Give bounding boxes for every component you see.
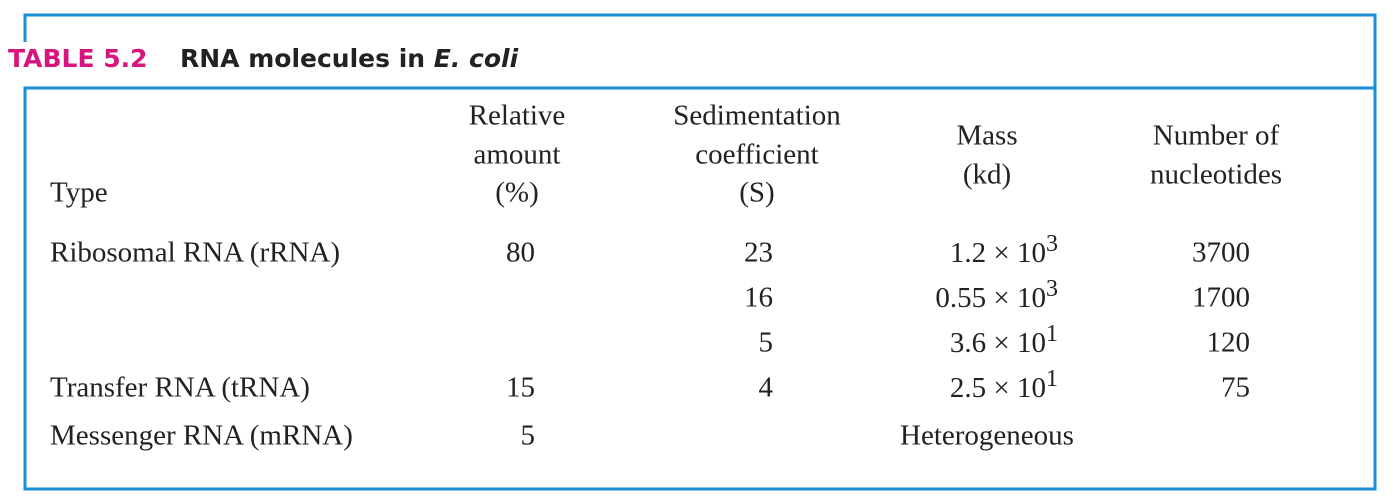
cell: 5 (521, 420, 536, 452)
mass-base: 0.55 × 10 (935, 282, 1046, 314)
row-label: Transfer RNA (tRNA) (50, 372, 310, 404)
header-cell: Mass (956, 120, 1017, 152)
mass-cell: 3.6 × 101 (950, 321, 1058, 359)
cell: 23 (744, 237, 773, 269)
header-cell: (S) (739, 177, 774, 209)
cell: 1700 (1192, 282, 1250, 314)
mass-cell: 2.5 × 101 (950, 366, 1058, 404)
header-cell: nucleotides (1150, 159, 1282, 191)
cell: 15 (506, 372, 535, 404)
mass-base: 1.2 × 10 (950, 237, 1046, 269)
cell: 4 (759, 372, 774, 404)
header-cell: amount (474, 139, 561, 171)
title-italic: E. coli (434, 44, 519, 73)
cell: 3700 (1192, 237, 1250, 269)
mass-base: 3.6 × 10 (950, 327, 1046, 359)
border (23, 13, 1377, 491)
header-cell: coefficient (695, 139, 818, 171)
mass-cell: 0.55 × 103 (935, 276, 1058, 314)
cell: 5 (759, 327, 774, 359)
row-label: Messenger RNA (mRNA) (50, 420, 353, 452)
header-cell: Relative (469, 100, 566, 132)
header-cell: (kd) (963, 159, 1011, 191)
cell: 80 (506, 237, 535, 269)
table-title: RNA molecules in E. coli (180, 44, 519, 73)
cell: 16 (744, 282, 773, 314)
cell: 75 (1221, 372, 1250, 404)
spanning-cell: Heterogeneous (900, 420, 1074, 452)
mass-exponent: 1 (1046, 321, 1058, 347)
title-text: RNA molecules in (180, 44, 434, 73)
cell: 120 (1207, 327, 1251, 359)
header-cell: Number of (1153, 120, 1280, 152)
header-cell: Sedimentation (673, 100, 841, 132)
row-label: Ribosomal RNA (rRNA) (50, 237, 340, 269)
mass-exponent: 3 (1046, 231, 1058, 257)
table-label: TABLE 5.2 (8, 44, 148, 73)
mass-exponent: 1 (1046, 366, 1058, 392)
header-cell: (%) (495, 177, 538, 209)
mass-exponent: 3 (1046, 276, 1058, 302)
mass-cell: 1.2 × 103 (950, 231, 1058, 269)
frame (23, 13, 1377, 491)
mass-base: 2.5 × 10 (950, 372, 1046, 404)
header-cell: Type (50, 177, 108, 209)
